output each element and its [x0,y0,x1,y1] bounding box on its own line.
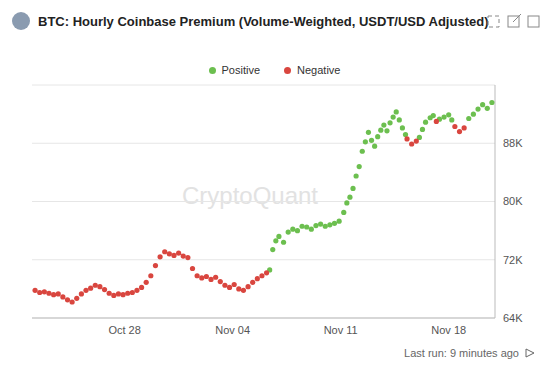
svg-text:72K: 72K [503,254,523,266]
svg-text:Nov 11: Nov 11 [324,324,358,336]
html-text:Positive: Positive [221,64,260,76]
html-text:CryptoQuant: CryptoQuant [182,182,318,209]
svg-text:Oct 28: Oct 28 [108,324,140,336]
svg-text:64K: 64K [503,312,523,324]
html-text:BTC: Hourly Coinbase Premium (: BTC: Hourly Coinbase Premium (Volume-Wei… [38,13,489,29]
html-text:Last run: 9 minutes ago: Last run: 9 minutes ago [404,347,519,359]
svg-text:Nov 04: Nov 04 [215,324,250,336]
svg-text:80K: 80K [503,195,523,207]
svg-text:Nov 18: Nov 18 [431,324,466,336]
svg-text:88K: 88K [503,137,523,149]
html-text:Negative: Negative [297,64,341,76]
